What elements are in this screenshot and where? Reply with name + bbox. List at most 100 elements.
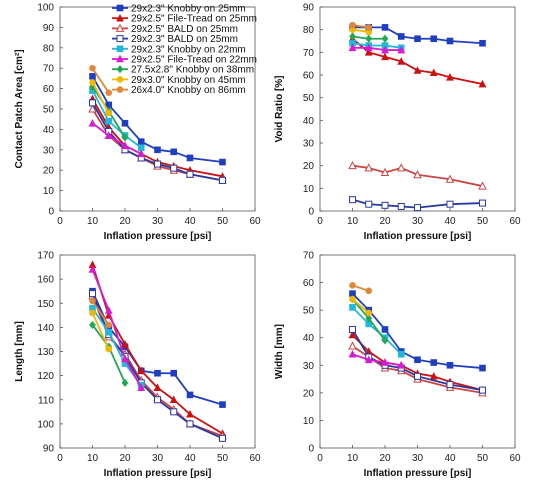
data-point bbox=[137, 138, 145, 145]
y-tick-label: 0 bbox=[308, 207, 314, 218]
y-tick-label: 40 bbox=[303, 116, 315, 127]
data-point bbox=[397, 57, 406, 65]
data-point bbox=[219, 401, 226, 408]
data-point bbox=[413, 66, 422, 74]
data-point bbox=[154, 396, 161, 404]
data-point bbox=[153, 383, 162, 391]
series-line bbox=[351, 38, 483, 85]
y-tick-label: 170 bbox=[37, 251, 54, 262]
x-tick-label: 60 bbox=[509, 453, 521, 464]
y-tick-label: 60 bbox=[303, 71, 315, 82]
data-point bbox=[381, 201, 389, 209]
series-7 bbox=[349, 32, 389, 43]
data-point bbox=[414, 372, 421, 380]
data-point bbox=[349, 295, 356, 303]
data-point bbox=[349, 196, 356, 204]
data-point bbox=[365, 24, 373, 31]
data-point bbox=[349, 21, 356, 29]
legend-swatch-marker bbox=[116, 45, 124, 53]
data-point bbox=[186, 391, 194, 399]
series-4 bbox=[89, 99, 226, 184]
data-point bbox=[413, 170, 422, 179]
data-point bbox=[381, 358, 389, 366]
data-point bbox=[89, 309, 96, 317]
data-point bbox=[88, 119, 97, 127]
y-tick-label: 90 bbox=[43, 444, 55, 455]
legend-item: 29x2.3" Knobby on 25mm bbox=[112, 4, 246, 15]
data-point bbox=[121, 354, 129, 363]
series-6 bbox=[348, 43, 406, 54]
x-tick-label: 40 bbox=[184, 453, 196, 464]
data-point bbox=[349, 325, 356, 333]
y-tick-label: 20 bbox=[43, 166, 55, 177]
data-point bbox=[429, 372, 438, 380]
data-point bbox=[104, 306, 113, 314]
data-point bbox=[414, 204, 421, 212]
data-point bbox=[170, 164, 178, 172]
y-axis-title: Void Ratio [%] bbox=[274, 75, 285, 142]
y-tick-label: 30 bbox=[43, 145, 55, 156]
data-point bbox=[169, 395, 178, 404]
legend-label: 29x2.5" File-Tread on 22mm bbox=[131, 55, 257, 66]
y-tick-label: 50 bbox=[303, 306, 315, 317]
y-tick-label: 110 bbox=[38, 395, 54, 406]
data-point bbox=[89, 79, 96, 86]
legend-swatch-marker bbox=[116, 76, 124, 83]
data-point bbox=[348, 43, 357, 52]
series-line bbox=[91, 67, 110, 94]
data-point bbox=[219, 434, 226, 442]
data-point bbox=[364, 163, 373, 172]
x-tick-label: 10 bbox=[347, 453, 359, 464]
legend: 29x2.3" Knobby on 25mm 29x2.5" File-Tread… bbox=[112, 4, 257, 96]
series-3 bbox=[348, 160, 487, 190]
data-point bbox=[348, 350, 357, 358]
y-tick-label: 160 bbox=[37, 275, 54, 286]
data-point bbox=[397, 361, 406, 369]
data-point bbox=[121, 133, 129, 142]
data-point bbox=[364, 355, 373, 364]
chart-panel-contact-patch: 0 10 20 30 40 50 60 0 10 20 30 40 50 60 70 80 90 100 Infla… bbox=[14, 3, 261, 243]
data-point bbox=[89, 290, 96, 298]
data-point bbox=[186, 420, 194, 428]
data-point bbox=[170, 408, 178, 416]
data-point bbox=[88, 104, 97, 113]
data-point bbox=[348, 160, 357, 170]
legend-label: 29x2.3" Knobby on 25mm bbox=[131, 4, 246, 15]
series-6 bbox=[348, 350, 406, 369]
data-point bbox=[137, 149, 146, 158]
data-point bbox=[88, 265, 97, 273]
x-tick-label: 40 bbox=[444, 453, 456, 464]
legend-label: 29x3.0" Knobby on 45mm bbox=[131, 75, 246, 86]
data-point bbox=[381, 336, 389, 345]
data-point bbox=[154, 146, 161, 154]
x-tick-label: 20 bbox=[379, 453, 391, 464]
x-tick-label: 0 bbox=[57, 216, 63, 227]
data-point bbox=[105, 89, 113, 96]
data-point bbox=[186, 154, 194, 162]
data-point bbox=[397, 45, 406, 54]
y-tick-label: 40 bbox=[303, 333, 315, 344]
data-point bbox=[479, 386, 486, 394]
data-point bbox=[381, 45, 389, 54]
data-point bbox=[365, 287, 373, 295]
data-point bbox=[429, 68, 438, 77]
data-point bbox=[364, 43, 373, 52]
data-point bbox=[89, 320, 96, 330]
series-6 bbox=[88, 265, 146, 391]
y-tick-label: 20 bbox=[303, 161, 315, 172]
y-tick-label: 70 bbox=[303, 48, 315, 59]
data-point bbox=[397, 33, 405, 40]
data-point bbox=[381, 52, 389, 61]
series-line bbox=[352, 353, 402, 367]
series-9 bbox=[349, 21, 373, 31]
x-tick-label: 60 bbox=[249, 453, 261, 464]
data-point bbox=[478, 79, 487, 88]
y-tick-label: 50 bbox=[303, 93, 315, 104]
series-line bbox=[91, 90, 142, 149]
chart-panel-void-ratio: 0 10 20 30 40 50 60 0 10 20 30 40 50 60 70 80 90 Inflatio… bbox=[274, 3, 521, 243]
legend-item: 29x2.3" BALD on 25mm bbox=[112, 34, 238, 45]
x-tick-label: 10 bbox=[87, 453, 99, 464]
y-axis-title: Contact Patch Area [cm²] bbox=[14, 49, 25, 168]
data-point bbox=[154, 160, 161, 168]
